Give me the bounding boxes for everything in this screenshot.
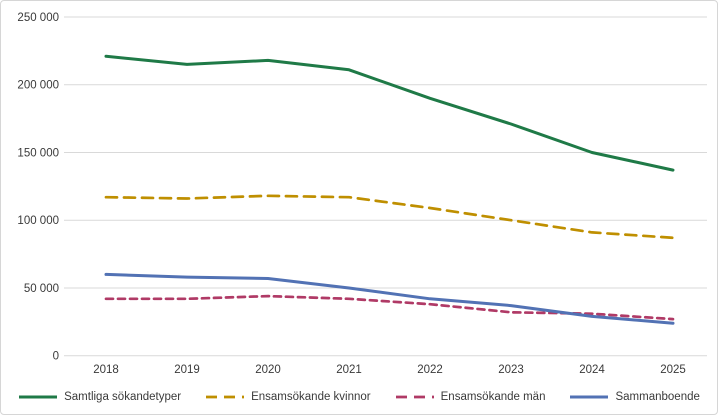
y-axis-tick-label-5: 250 000	[17, 12, 59, 24]
legend-item-ensamsokande-man: Ensamsökande män	[395, 391, 546, 403]
legend-item-sammanboende: Sammanboende	[569, 391, 700, 403]
x-axis-tick-label-4: 2022	[417, 364, 443, 376]
legend-label-samtliga-sokandetyper: Samtliga sökandetyper	[64, 391, 182, 403]
x-axis-tick-label-5: 2023	[498, 364, 524, 376]
legend-label-ensamsokande-kvinnor: Ensamsökande kvinnor	[251, 391, 371, 403]
x-axis-tick-label-1: 2019	[174, 364, 200, 376]
legend-line-sample-0	[19, 395, 58, 399]
x-axis-tick-label-6: 2024	[579, 364, 605, 376]
y-axis-tick-label-2: 100 000	[17, 215, 59, 227]
x-axis-tick-label-0: 2018	[93, 364, 119, 376]
x-axis-tick-label-2: 2020	[255, 364, 281, 376]
legend-line-sample-2	[395, 395, 434, 399]
legend-item-samtliga-sokandetyper: Samtliga sökandetyper	[18, 391, 181, 403]
legend-label-sammanboende: Sammanboende	[615, 391, 700, 403]
x-axis-tick-label-7: 2025	[660, 364, 686, 376]
series-line-1	[104, 194, 675, 240]
series-line-3	[104, 272, 675, 325]
y-axis-tick-label-3: 150 000	[17, 148, 59, 160]
x-axis-tick-label-3: 2021	[336, 364, 362, 376]
y-axis-tick-label-1: 50 000	[24, 283, 59, 295]
y-axis-tick-label-0: 0	[53, 351, 59, 363]
legend-label-ensamsokande-man: Ensamsökande män	[440, 391, 546, 403]
legend-line-sample-1	[206, 395, 245, 399]
legend-item-ensamsokande-kvinnor: Ensamsökande kvinnor	[205, 391, 371, 403]
y-axis-tick-label-4: 200 000	[17, 80, 59, 92]
series-line-0	[104, 54, 675, 172]
legend: Samtliga sökandetyper Ensamsökande kvinn…	[1, 391, 717, 403]
legend-line-sample-3	[570, 395, 609, 399]
